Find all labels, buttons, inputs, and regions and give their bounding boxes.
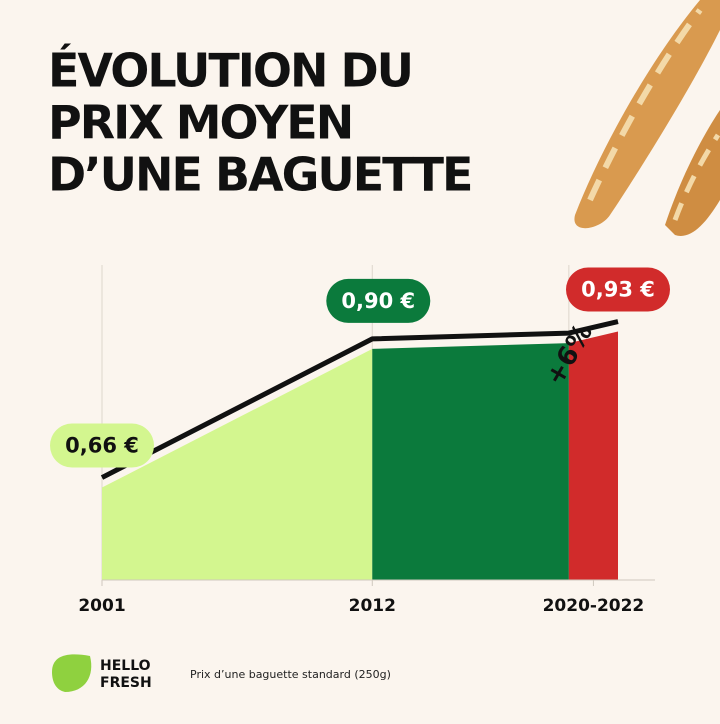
title-line: D’UNE BAGUETTE [48, 148, 471, 202]
x-tick-label: 2001 [78, 596, 125, 616]
title-line: ÉVOLUTION DU [48, 44, 412, 98]
value-label: 0,90 € [341, 289, 415, 313]
value-label: 0,93 € [581, 278, 655, 302]
logo: HELLO FRESH [52, 654, 152, 692]
x-tick-label: 2012 [349, 596, 396, 616]
value-badge [326, 278, 431, 323]
value-label: 0,66 € [65, 434, 139, 458]
brand: HELLO [100, 658, 151, 674]
area-segment [372, 343, 569, 580]
x-tick-label: 2020-2022 [543, 596, 645, 616]
area-segment [568, 331, 618, 580]
area-segment [102, 348, 373, 580]
value-badge [50, 423, 154, 468]
brand: FRESH [100, 675, 152, 691]
title-line: PRIX MOYEN [48, 96, 352, 150]
footnote: Prix d’une baguette standard (250g) [190, 668, 391, 681]
baguette-illustration [574, 0, 720, 236]
trend-line [100, 319, 619, 480]
value-badge [566, 267, 670, 312]
